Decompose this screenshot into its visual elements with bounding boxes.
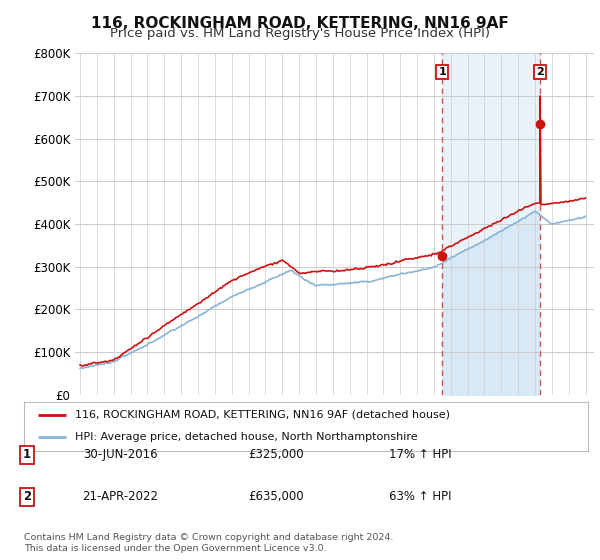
Text: 21-APR-2022: 21-APR-2022 bbox=[82, 491, 158, 503]
Text: 1: 1 bbox=[439, 67, 446, 77]
Text: 1: 1 bbox=[23, 449, 31, 461]
Text: Contains HM Land Registry data © Crown copyright and database right 2024.
This d: Contains HM Land Registry data © Crown c… bbox=[24, 533, 394, 553]
Text: 63% ↑ HPI: 63% ↑ HPI bbox=[389, 491, 451, 503]
Text: £325,000: £325,000 bbox=[248, 449, 304, 461]
Text: 17% ↑ HPI: 17% ↑ HPI bbox=[389, 449, 451, 461]
Bar bbox=[442, 53, 540, 395]
Text: 116, ROCKINGHAM ROAD, KETTERING, NN16 9AF: 116, ROCKINGHAM ROAD, KETTERING, NN16 9A… bbox=[91, 16, 509, 31]
Text: 2: 2 bbox=[23, 491, 31, 503]
Text: 30-JUN-2016: 30-JUN-2016 bbox=[83, 449, 157, 461]
Text: HPI: Average price, detached house, North Northamptonshire: HPI: Average price, detached house, Nort… bbox=[75, 432, 418, 442]
Text: 116, ROCKINGHAM ROAD, KETTERING, NN16 9AF (detached house): 116, ROCKINGHAM ROAD, KETTERING, NN16 9A… bbox=[75, 410, 450, 420]
Text: 2: 2 bbox=[536, 67, 544, 77]
Text: £635,000: £635,000 bbox=[248, 491, 304, 503]
Text: Price paid vs. HM Land Registry's House Price Index (HPI): Price paid vs. HM Land Registry's House … bbox=[110, 27, 490, 40]
